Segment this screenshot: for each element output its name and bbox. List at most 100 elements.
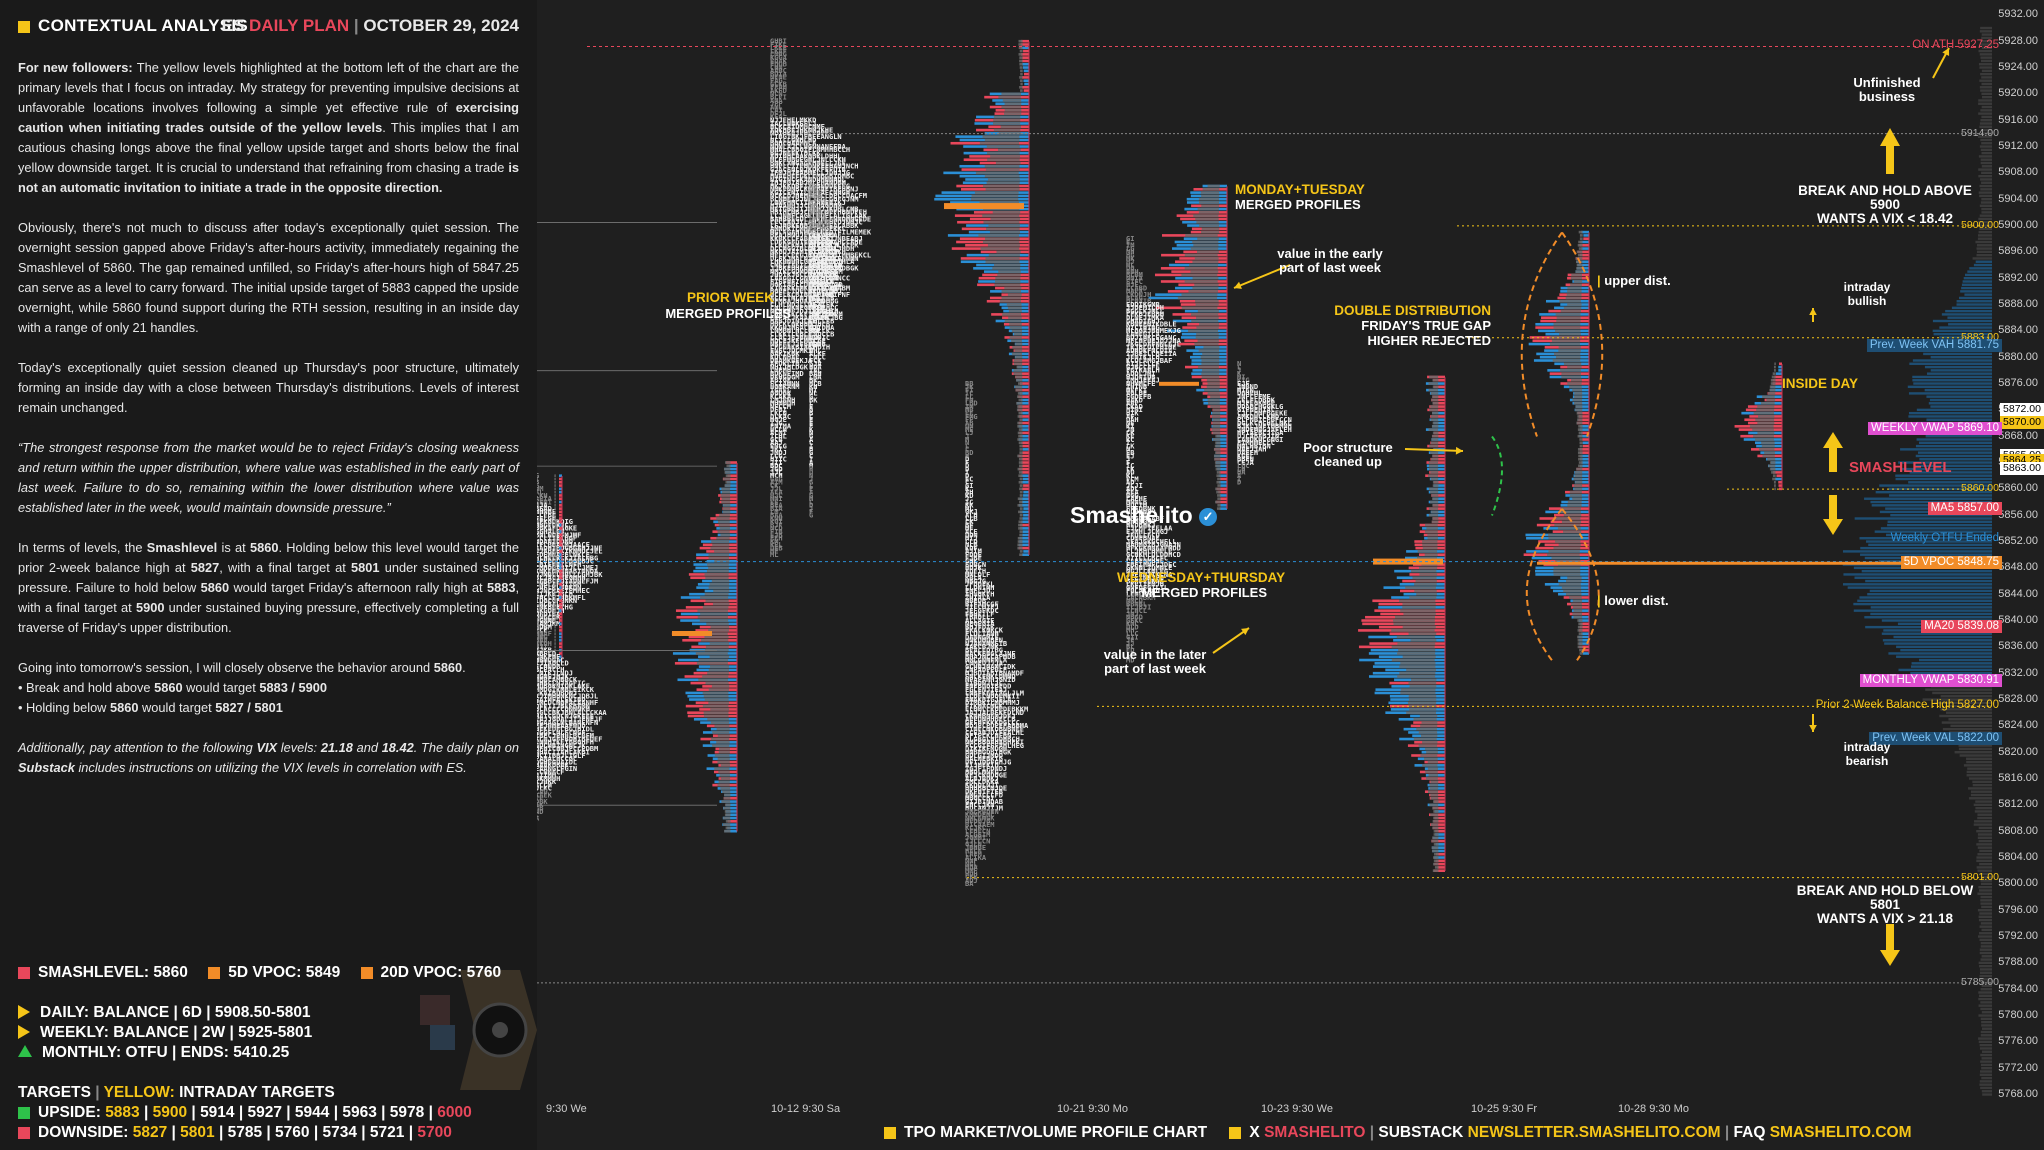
level-label: 5D VPOC 5848.75 [1900, 556, 2002, 570]
friday-vol [1555, 355, 1581, 359]
stub-bar [559, 507, 562, 510]
wed-thu-tpo-row: MFDMJG [965, 818, 990, 826]
inside-day-vol [1760, 401, 1775, 405]
prior-week-tpo-row: FFAM [770, 84, 787, 92]
first-week-tpo-row: NM [537, 485, 543, 493]
stub-bar [559, 533, 562, 537]
prior-week-tpo-row: HBCKLGKHHM [770, 321, 812, 329]
stub-vol [554, 632, 556, 635]
stub-vol [554, 527, 556, 530]
first-week-tpo-row: CCEBE [537, 512, 556, 520]
mon-tue-tpo-row: E [809, 403, 813, 411]
prior-week-vol [982, 135, 1020, 138]
friday-vol [1573, 606, 1583, 609]
inside-day-tpo-row: BJKLJNFIMBMNH [1237, 423, 1292, 431]
prior-week-vol [1004, 286, 1022, 290]
friday-tpo-row: F [1126, 459, 1130, 467]
wed-thu-vol [1397, 642, 1436, 645]
early-profile-vol [725, 820, 731, 823]
wed-thu-tpo-row: DANNGMIE [965, 633, 999, 641]
inside-day-vol [1770, 382, 1776, 385]
composite-volume-bar [1976, 250, 1992, 254]
friday-vol [1573, 615, 1583, 619]
composite-volume-bar [1978, 221, 1992, 224]
composite-volume-bar [1907, 385, 1992, 389]
composite-volume-bar [1967, 270, 1992, 273]
composite-volume-bar [1930, 356, 1992, 359]
price-tick: 5928.00 [1998, 34, 2038, 47]
composite-volume-bar [1919, 658, 1992, 662]
up-arrow-icon [1823, 432, 1843, 475]
wed-thu-tpo-row: ACE [965, 528, 978, 536]
prior-week-vol [1001, 296, 1022, 300]
mon-tue-tpo-row: G [809, 479, 813, 487]
mon-tue-bar [1219, 471, 1227, 474]
prior-week-tpo-row: HBIHCMBJCMCMCNFFHBNDFEH [770, 209, 867, 217]
price-tick: 5876.00 [1998, 376, 2038, 389]
inside-day-bar [1773, 471, 1782, 474]
inside-day-tpo-row: AMKDHCLKMD [1237, 413, 1279, 421]
prior-week-tpo-row: FIEFHFIGMGMEEAA [770, 278, 834, 286]
early-profile-vol [708, 688, 729, 691]
prior-week-vol [1018, 471, 1023, 474]
inside-day-vol [1755, 418, 1775, 422]
prior-week-tpo-row: GCKB [770, 80, 787, 88]
prior-week-bar [1016, 378, 1029, 382]
wed-thu-tpo-row: BDJECEDEEFABBMA [965, 722, 1029, 730]
first-week-tpo: GIBGNMALLKHAEIAFENIJJABEADHHNBECCEBEFELG… [537, 472, 603, 664]
prior-week-tpo-row: BAA [770, 512, 783, 520]
prior-week-bar [1020, 520, 1029, 524]
value-later-note: value in the later part of last week [1103, 647, 1207, 676]
stub-bar [559, 523, 562, 527]
mon-tue-vol [1215, 467, 1221, 471]
friday-tpo-row: GI [1126, 235, 1134, 243]
prior-week-vol [971, 194, 1019, 198]
composite-volume-bar [1979, 912, 1992, 915]
composite-volume-bar [1978, 885, 1992, 889]
friday-tpo-row: MFLHFHEJDJJHA [1126, 337, 1182, 345]
early-profile-vol [702, 691, 729, 695]
composite-volume-bar [1932, 691, 1992, 695]
composite-volume-bar [1974, 810, 1992, 813]
upper-dist-curve [1520, 231, 1563, 437]
wed-thu-tpo-row: ADEIH [965, 567, 986, 575]
wed-thu-tpo-row: KMMDEMC [965, 811, 995, 819]
wed-thu-bar [1431, 846, 1445, 849]
wed-thu-vol [1411, 569, 1437, 573]
prior-week-vol [1017, 438, 1023, 441]
mon-tue-vol [1207, 184, 1220, 188]
first-week-tpo-row: BGKAFDAGKE [537, 525, 577, 533]
composite-volume-bar [1980, 188, 1992, 191]
composite-volume-bar [1981, 905, 1992, 909]
friday-tpo-row: CKAD [1126, 403, 1143, 411]
wed-thu-vol [1403, 612, 1436, 616]
prior-week-vol [1020, 89, 1023, 92]
early-profile-vol [723, 796, 731, 800]
wed-thu-vol [1429, 467, 1439, 471]
wed-thu-tpo-row: BICAAEM [965, 821, 995, 829]
prior-week-tpo-row: IGAEL [770, 386, 791, 394]
inside-day-tpo-row: DDABCHGGKLG [1237, 403, 1283, 411]
time-tick: 10-25 9:30 Fr [1471, 1103, 1538, 1115]
prior-week-tpo-row: NHIJHLDGK [770, 363, 809, 371]
stub-bar [559, 599, 562, 603]
first-week-tpo-row: JAMJKM [537, 620, 560, 628]
first-week-tpo-row: DFDIBA [537, 610, 561, 618]
composite-volume-bar [1916, 408, 1992, 412]
wed-thu-vol [1430, 477, 1439, 481]
mon-tue-vol [1201, 194, 1220, 198]
friday-tpo-row: AG [1126, 469, 1134, 477]
wed-thu-vol [1433, 833, 1439, 836]
footer-square-icon [1229, 1126, 1242, 1139]
composite-volume-bar [1869, 589, 1992, 593]
mon-tue-bar [1218, 480, 1227, 484]
inside-day-bar [1774, 375, 1782, 379]
mon-tue-tpo-row: EHLLFB [809, 317, 834, 325]
wed-thu-vol [1430, 392, 1439, 395]
composite-volume-bar [1969, 267, 1992, 270]
wed-thu-tpo-row: I [965, 469, 969, 477]
decorative-eye-icon [420, 970, 537, 1090]
wed-thu-bar [1432, 826, 1445, 830]
friday-vol [1560, 309, 1581, 313]
inside-day-bar [1778, 484, 1782, 487]
